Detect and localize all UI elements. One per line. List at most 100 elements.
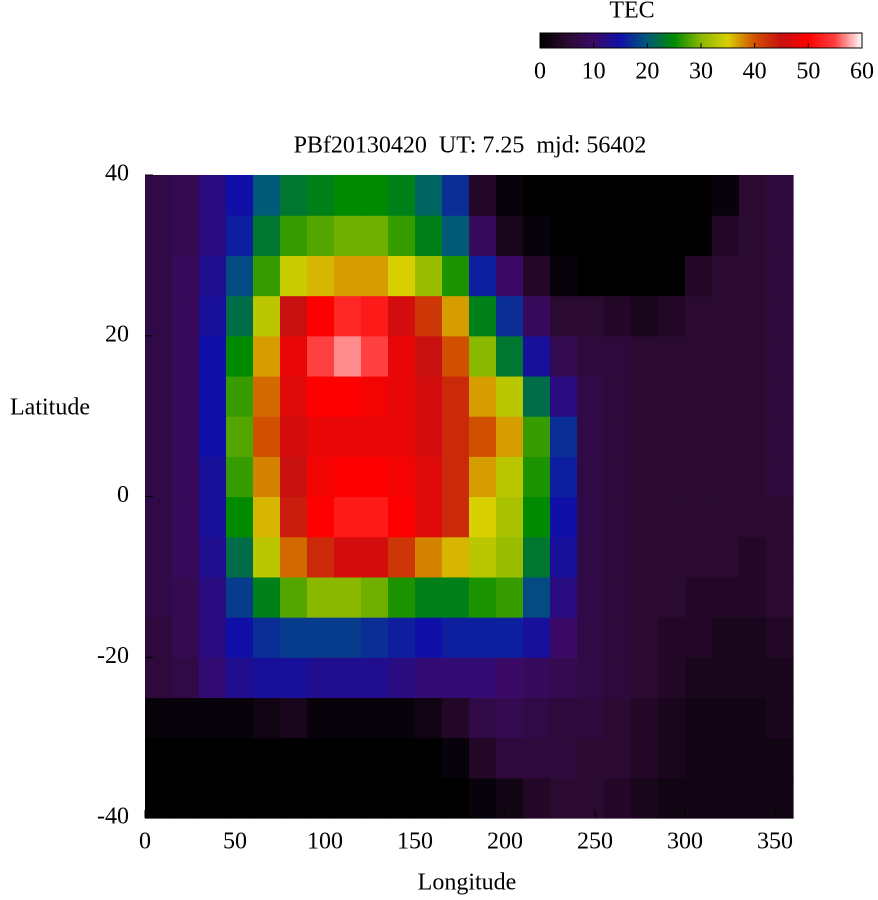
heat-cell	[766, 737, 794, 779]
heat-cell	[307, 536, 335, 578]
heat-cell	[658, 657, 686, 699]
heat-cell	[766, 215, 794, 256]
heat-cell	[523, 617, 551, 658]
heat-cell	[685, 335, 713, 377]
heat-cell	[658, 536, 686, 578]
heat-cell	[307, 255, 335, 297]
heat-cell	[442, 697, 470, 739]
heat-cell	[712, 215, 740, 256]
heat-cell	[658, 496, 686, 538]
heat-cell	[658, 255, 686, 297]
heat-cell	[496, 536, 524, 578]
heat-cell	[658, 456, 686, 498]
heat-cell	[415, 255, 443, 297]
heat-cell	[415, 416, 443, 457]
heat-cell	[550, 215, 578, 256]
heat-cell	[361, 536, 389, 578]
colorbar-tick-label: 0	[534, 59, 546, 85]
heat-cell	[226, 375, 254, 417]
heat-cell	[685, 416, 713, 457]
heat-cell	[172, 375, 200, 417]
heat-cell	[415, 777, 443, 819]
heat-cell	[712, 335, 740, 377]
heat-cell	[550, 657, 578, 699]
heat-cell	[172, 416, 200, 457]
heat-cell	[766, 255, 794, 297]
x-tick-label: 250	[577, 829, 613, 855]
heat-cell	[280, 175, 308, 216]
colorbar-tick-label: 30	[689, 59, 713, 85]
heat-cell	[280, 777, 308, 819]
heat-cell	[388, 657, 416, 699]
heat-cell	[739, 295, 767, 337]
heat-cell	[469, 777, 497, 819]
heat-cell	[631, 536, 659, 578]
heat-cell	[496, 777, 524, 819]
heat-cell	[253, 657, 281, 699]
colorbar-tick-label: 40	[743, 59, 767, 85]
heat-cell	[361, 496, 389, 538]
heat-cell	[145, 697, 173, 739]
heat-cell	[253, 295, 281, 337]
heat-cell	[253, 737, 281, 779]
heat-cell	[469, 456, 497, 498]
heat-cell	[685, 375, 713, 417]
heat-cell	[496, 697, 524, 739]
heat-cell	[469, 536, 497, 578]
heat-cell	[658, 777, 686, 819]
heat-cell	[523, 657, 551, 699]
colorbar-tick-label: 60	[850, 59, 874, 85]
x-tick-label: 150	[397, 829, 433, 855]
heat-cell	[415, 697, 443, 739]
heat-cell	[766, 295, 794, 337]
heat-cell	[712, 536, 740, 578]
heat-cell	[172, 456, 200, 498]
heat-cell	[712, 255, 740, 297]
heat-cell	[577, 777, 605, 819]
heat-cell	[415, 617, 443, 658]
heat-cell	[685, 536, 713, 578]
heat-cell	[631, 657, 659, 699]
heat-cell	[307, 617, 335, 658]
heat-cell	[496, 255, 524, 297]
heat-cell	[388, 335, 416, 377]
heat-cell	[631, 456, 659, 498]
heat-cell	[415, 375, 443, 417]
heat-cell	[172, 255, 200, 297]
heat-cell	[415, 295, 443, 337]
heat-cell	[766, 697, 794, 739]
heat-cell	[442, 295, 470, 337]
heat-cell	[523, 456, 551, 498]
heat-cell	[199, 295, 227, 337]
heat-cell	[739, 737, 767, 779]
heat-cell	[766, 657, 794, 699]
heat-cell	[469, 657, 497, 699]
heat-cell	[550, 375, 578, 417]
heat-cell	[550, 335, 578, 377]
heat-cell	[550, 576, 578, 618]
heat-cell	[577, 456, 605, 498]
colorbar-label: TEC	[609, 0, 654, 24]
heat-cell	[442, 335, 470, 377]
heat-cell	[388, 617, 416, 658]
heat-cell	[577, 215, 605, 256]
heat-cell	[550, 777, 578, 819]
heat-cell	[172, 335, 200, 377]
heat-cell	[361, 456, 389, 498]
heat-cell	[199, 697, 227, 739]
heat-cell	[334, 777, 362, 819]
heat-cell	[253, 456, 281, 498]
heat-cell	[388, 777, 416, 819]
heat-cell	[145, 375, 173, 417]
heat-cell	[604, 737, 632, 779]
heat-cell	[145, 416, 173, 457]
heat-cell	[739, 697, 767, 739]
heat-cell	[226, 456, 254, 498]
heat-cell	[388, 175, 416, 216]
heat-cell	[199, 215, 227, 256]
heat-cell	[685, 657, 713, 699]
y-tick-label: 40	[105, 161, 129, 187]
heat-cell	[739, 255, 767, 297]
heat-cell	[469, 617, 497, 658]
heat-cell	[658, 697, 686, 739]
